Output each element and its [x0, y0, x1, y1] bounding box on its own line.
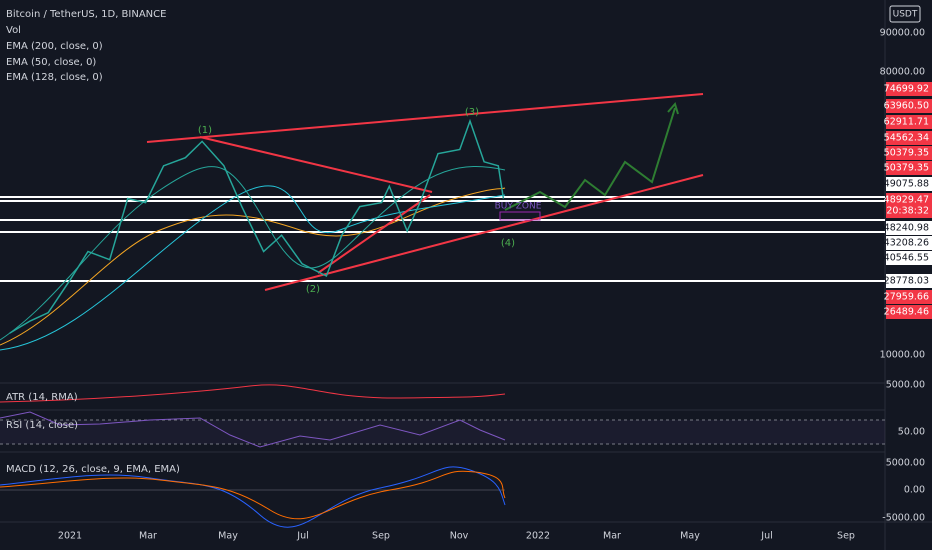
time-axis-label: Nov: [450, 531, 469, 542]
time-axis-label: Mar: [603, 531, 621, 542]
panel-label: RSI (14, close): [6, 420, 78, 431]
price-tag: 49075.88: [884, 179, 929, 190]
wave: (3): [465, 107, 479, 118]
time-axis-label: Mar: [139, 531, 157, 542]
price-tag: 26489.46: [884, 307, 929, 318]
price-axis-label: 10000.00: [880, 350, 925, 361]
price-axis-label: -5000.00: [882, 513, 925, 524]
price-axis-label: 90000.00: [880, 28, 925, 39]
price-tag-bg: [886, 193, 932, 207]
study: Vol: [6, 25, 21, 36]
study: EMA (200, close, 0): [6, 41, 103, 52]
price-tag-bg: [886, 290, 932, 304]
price-tag-bg: [886, 161, 932, 175]
ema: [0, 185, 506, 351]
projection: [504, 107, 676, 211]
time-axis-label: May: [680, 531, 700, 542]
price-tag-bg: [886, 115, 932, 129]
price-tag: 50379.35: [884, 148, 929, 159]
wave: (4): [501, 238, 515, 249]
price-tag: 50379.35: [884, 163, 929, 174]
signal-line: [0, 470, 506, 520]
symbol: Bitcoin / TetherUS, 1D, BINANCE: [6, 9, 166, 20]
price-axis-label: 50.00: [898, 427, 925, 438]
price-tag: 43208.26: [884, 238, 929, 249]
price-line: [9, 118, 505, 334]
price-tag: 48929.47: [884, 195, 929, 206]
ema: [0, 187, 506, 346]
rsi-line: [0, 411, 506, 448]
price-tag: 27959.66: [884, 292, 929, 303]
rsi-band: [0, 420, 885, 444]
price-tag: 63960.50: [884, 101, 929, 112]
price-axis-label: 80000.00: [880, 67, 925, 78]
price-tag-bg: [886, 99, 932, 113]
price-axis-label: 0.00: [904, 485, 925, 496]
price-tag: 48240.98: [884, 223, 929, 234]
levels: [0, 196, 885, 282]
panel-label: MACD (12, 26, close, 9, EMA, EMA): [6, 464, 180, 475]
time-axis-label: Jul: [760, 531, 772, 542]
price-tag-bg: [886, 274, 932, 288]
price-axis-label: 5000.00: [886, 380, 925, 391]
price-tag-bg: [886, 177, 932, 191]
time-axis-label: Sep: [372, 531, 390, 542]
price-tag: 74699.92: [884, 84, 929, 95]
price-tag: 28778.03: [884, 276, 929, 287]
price-tag: 62911.71: [884, 117, 929, 128]
time-axis-label: 2021: [58, 531, 82, 542]
waves: (1) (2) (3) (4): [198, 107, 515, 295]
price-tag: 54562.34: [884, 133, 929, 144]
price-tag-bg: [886, 305, 932, 319]
price-tag-bg: [886, 204, 932, 218]
price-tag-bg: [886, 251, 932, 265]
price-tag: 40546.55: [884, 253, 929, 264]
buy-zone: BUY ZONE: [495, 202, 542, 212]
atr-line: [0, 384, 506, 403]
macd-line: [0, 466, 506, 528]
time-axis-label: Jul: [296, 531, 308, 542]
price-tag-bg: [886, 131, 932, 145]
study: EMA (50, close, 0): [6, 57, 96, 68]
price-axis-label: 5000.00: [886, 458, 925, 469]
price-tag: 20:38:32: [886, 206, 929, 217]
ema: [0, 165, 506, 341]
currency-box[interactable]: [889, 5, 921, 23]
time-axis-label: 2022: [526, 531, 550, 542]
buy-zone-box: [499, 211, 541, 221]
currency[interactable]: USDT: [893, 10, 918, 20]
price-tag-bg: [886, 146, 932, 160]
panel-label: ATR (14, RMA): [6, 392, 78, 403]
time-axis-label: May: [218, 531, 238, 542]
trendlines: [146, 93, 704, 291]
study: EMA (128, close, 0): [6, 72, 103, 83]
time-axis-label: Sep: [837, 531, 855, 542]
arrow-head: [667, 101, 679, 115]
price-tag-bg: [886, 236, 932, 250]
wave: (2): [306, 284, 320, 295]
price-tag-bg: [886, 82, 932, 96]
price-tag-bg: [886, 221, 932, 235]
wave: (1): [198, 125, 212, 136]
